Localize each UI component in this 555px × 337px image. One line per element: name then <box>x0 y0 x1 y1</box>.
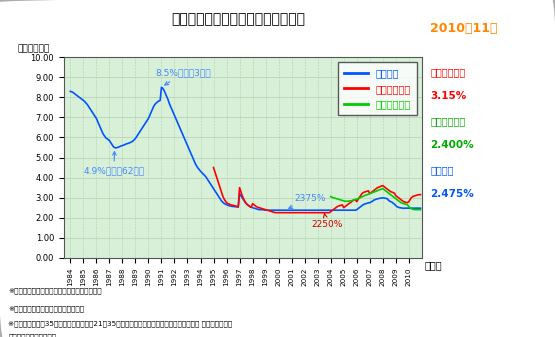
Text: ※住宅金融支援機構公表のデータを元に編集。: ※住宅金融支援機構公表のデータを元に編集。 <box>8 287 102 294</box>
Text: 民間金融機関の住宅ローン金利推移: 民間金融機関の住宅ローン金利推移 <box>171 12 306 26</box>
Text: 最も多いものを表示。: 最も多いものを表示。 <box>8 334 57 337</box>
Legend: 変動金利, ３年固定金利, フラット３５: 変動金利, ３年固定金利, フラット３５ <box>338 62 417 116</box>
Text: 8.5%（平成3年）: 8.5%（平成3年） <box>155 68 210 85</box>
Text: （年）: （年） <box>425 260 442 270</box>
Text: （年率・％）: （年率・％） <box>17 44 49 53</box>
Text: 2.475%: 2.475% <box>430 189 474 199</box>
Text: 2.400%: 2.400% <box>430 140 474 150</box>
Text: 変動金利: 変動金利 <box>430 165 453 175</box>
Text: ３年固定金利: ３年固定金利 <box>430 67 466 78</box>
Text: ※主要都市銀行における金利を掲載。: ※主要都市銀行における金利を掲載。 <box>8 305 84 312</box>
Text: 3.15%: 3.15% <box>430 91 466 101</box>
Text: 2375%: 2375% <box>289 194 326 209</box>
Text: 2250%: 2250% <box>311 214 342 229</box>
Text: フラット３５: フラット３５ <box>430 116 466 126</box>
Text: ※最新のフラット35の金利は、返済期間21～35年タイプの金利の内、取り扱い金融機関が 提供する金利で: ※最新のフラット35の金利は、返済期間21～35年タイプの金利の内、取り扱い金融… <box>8 321 233 328</box>
Text: 4.9%（昭和62年）: 4.9%（昭和62年） <box>83 152 144 176</box>
Text: 2010年11月: 2010年11月 <box>430 22 498 35</box>
